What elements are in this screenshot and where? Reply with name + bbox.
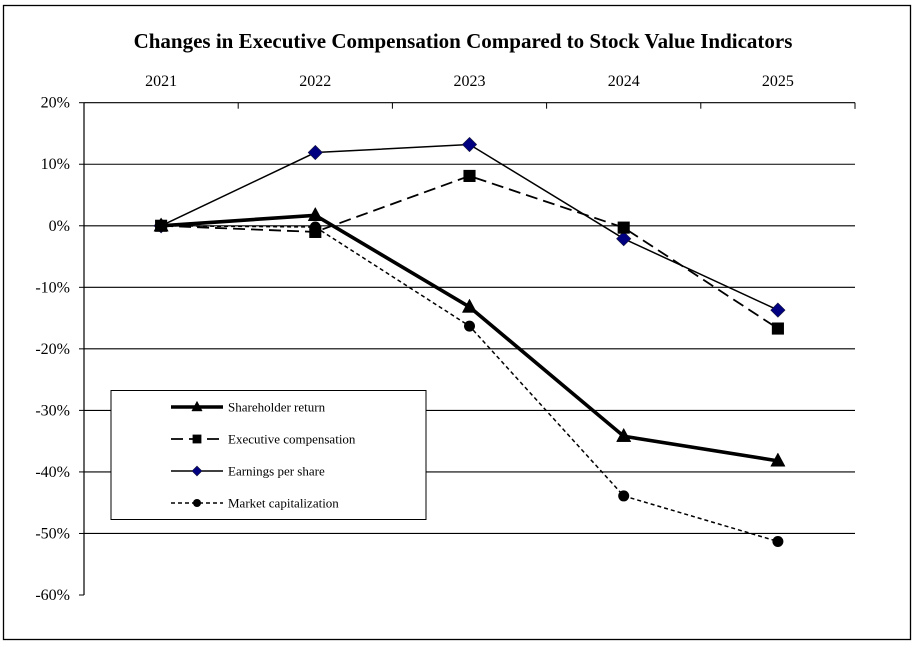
y-tick-label: 10% bbox=[41, 156, 70, 173]
legend-marker-circle bbox=[193, 499, 201, 507]
y-tick-label: -20% bbox=[35, 341, 70, 358]
y-tick-label: 20% bbox=[41, 95, 70, 112]
data-point-triangle bbox=[616, 427, 632, 442]
legend-item: Shareholder return bbox=[171, 400, 326, 415]
legend-item: Market capitalization bbox=[171, 496, 339, 511]
y-tick-label: -30% bbox=[35, 402, 70, 419]
category-label: 2025 bbox=[762, 73, 794, 90]
legend-label: Earnings per share bbox=[228, 464, 325, 479]
legend-marker-triangle bbox=[191, 400, 203, 412]
data-point-diamond bbox=[461, 136, 478, 153]
legend-label: Executive compensation bbox=[228, 432, 356, 447]
data-point-circle bbox=[772, 535, 784, 547]
legend-label: Market capitalization bbox=[228, 496, 339, 511]
data-point-square bbox=[617, 221, 630, 234]
series-line bbox=[161, 174, 779, 330]
legend-item: Executive compensation bbox=[171, 432, 356, 447]
series-shareholder-return bbox=[153, 206, 786, 467]
legend: Shareholder return Executive compensation… bbox=[110, 390, 427, 520]
data-point-circle bbox=[464, 320, 475, 332]
y-tick-label: -40% bbox=[35, 464, 70, 481]
data-point-square bbox=[463, 169, 476, 182]
data-point-triangle bbox=[770, 452, 786, 467]
axes bbox=[79, 102, 856, 596]
y-tick-label: -60% bbox=[35, 587, 70, 604]
category-label: 2022 bbox=[299, 73, 331, 90]
legend-label: Shareholder return bbox=[228, 400, 326, 415]
data-point-diamond bbox=[770, 302, 786, 318]
y-tick-labels: 20% 10% 0% -10% -20% -30% -40% -50% -60% bbox=[35, 95, 70, 604]
chart-title: Changes in Executive Compensation Compar… bbox=[134, 29, 793, 53]
y-tick-label: -50% bbox=[35, 525, 70, 542]
legend-item: Earnings per share bbox=[171, 464, 325, 479]
data-point-circle bbox=[618, 490, 630, 502]
category-label: 2021 bbox=[145, 73, 177, 90]
data-point-triangle bbox=[307, 206, 323, 222]
data-point-diamond bbox=[616, 231, 632, 247]
legend-marker-diamond bbox=[191, 465, 203, 477]
data-point-triangle bbox=[461, 298, 478, 313]
legend-box bbox=[110, 390, 427, 520]
data-point-diamond bbox=[307, 144, 323, 161]
legend-marker-square bbox=[192, 434, 202, 444]
category-labels: 2021 2022 2023 2024 2025 bbox=[145, 73, 794, 90]
y-tick-label: 0% bbox=[49, 218, 70, 235]
gridlines bbox=[84, 102, 855, 535]
data-point-triangle bbox=[153, 217, 169, 232]
data-point-square bbox=[771, 322, 784, 335]
data-point-circle bbox=[309, 221, 321, 233]
series-group bbox=[153, 136, 786, 547]
category-label: 2023 bbox=[454, 73, 486, 90]
category-label: 2024 bbox=[608, 73, 640, 90]
y-tick-label: -10% bbox=[35, 279, 70, 296]
